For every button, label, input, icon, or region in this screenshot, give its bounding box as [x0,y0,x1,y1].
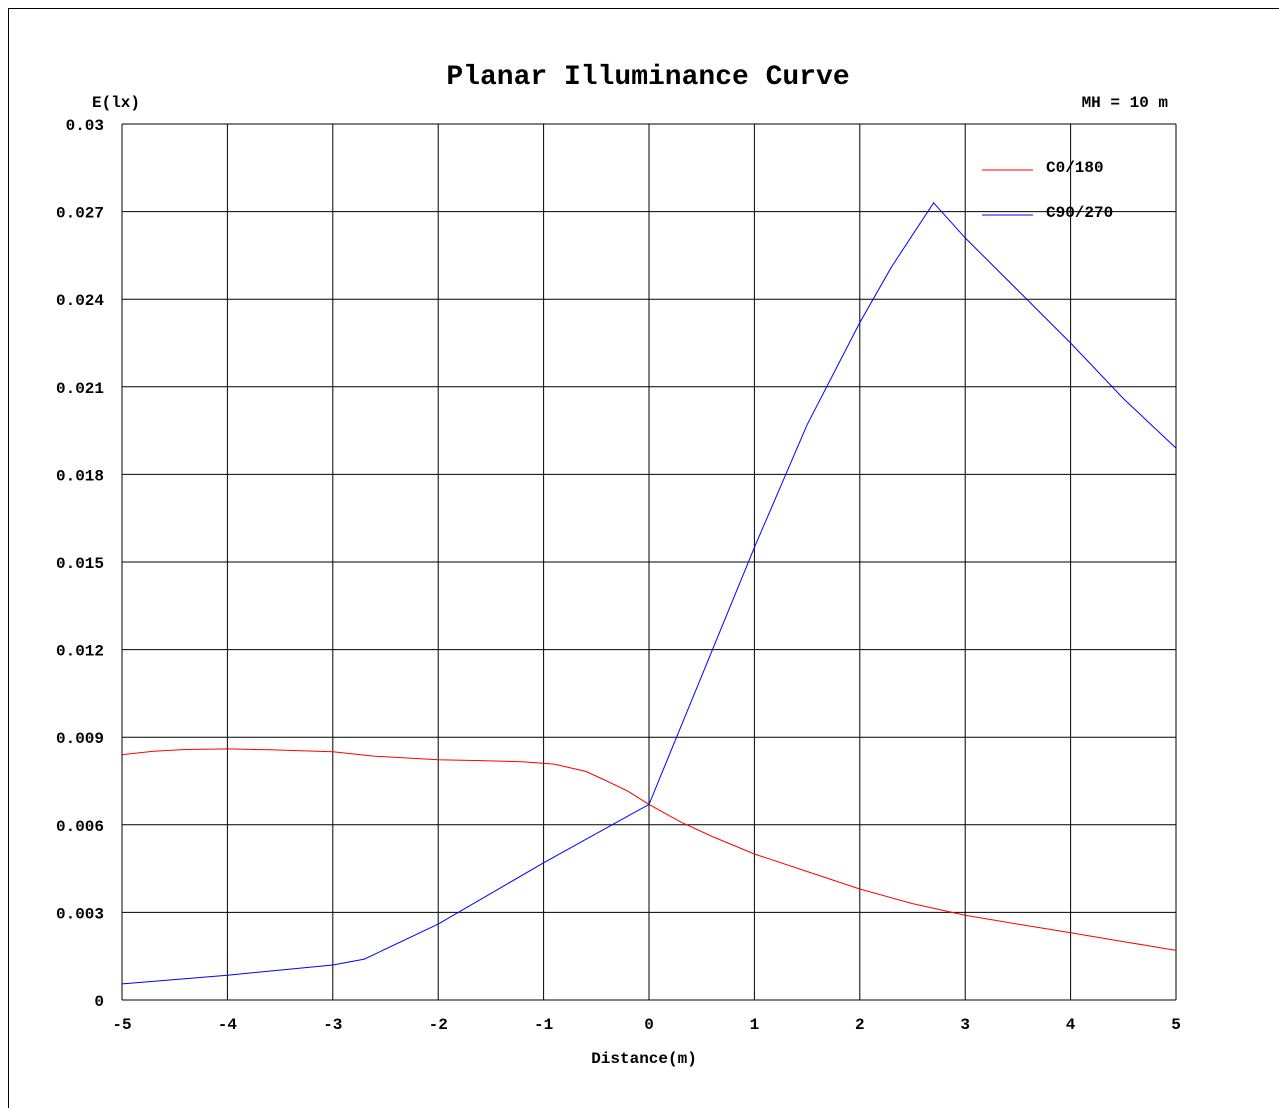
series-line-c90-270 [121,201,1177,985]
x-tick-label: 1 [750,1016,760,1034]
y-tick-label: 0.024 [56,292,104,310]
x-axis-label: Distance(m) [591,1050,697,1068]
x-tick-label: 0 [644,1016,654,1034]
chart-title: Planar Illuminance Curve [446,62,849,93]
series-line-c0-180 [121,748,1177,951]
x-tick-label: -3 [323,1016,342,1034]
x-tick-label: 5 [1171,1016,1181,1034]
x-tick-label: -4 [218,1016,238,1034]
x-tick-label: -2 [429,1016,448,1034]
y-tick-label: 0.006 [56,818,104,836]
legend: C0/180 C90/270 [982,159,1113,222]
y-tick-label: 0.003 [56,905,104,923]
y-tick-label: 0.027 [56,205,104,223]
y-tick-label: 0.021 [56,380,104,398]
x-tick-label: -1 [534,1016,553,1034]
chart-frame [8,8,1279,1108]
y-tick-label: 0.015 [56,555,104,573]
tick-labels: -5 -4 -3 -2 -1 0 1 2 3 4 5 0 0.003 0.006 0.009 0.012 0.0… [56,117,1181,1034]
y-tick-label: 0 [94,993,104,1011]
y-tick-label: 0.012 [56,643,104,661]
legend-label: C0/180 [1046,159,1104,177]
x-tick-label: 2 [855,1016,865,1034]
x-tick-label: 3 [960,1016,970,1034]
y-tick-label: 0.03 [66,117,104,135]
legend-label: C90/270 [1046,204,1113,222]
x-tick-label: -5 [112,1016,131,1034]
y-axis-label: E(lx) [92,94,140,112]
mounting-height-annotation: MH = 10 m [1082,94,1169,112]
y-tick-label: 0.018 [56,467,104,485]
x-tick-label: 4 [1066,1016,1076,1034]
series-lines [121,201,1177,985]
grid [121,123,1177,1001]
y-tick-label: 0.009 [56,730,104,748]
